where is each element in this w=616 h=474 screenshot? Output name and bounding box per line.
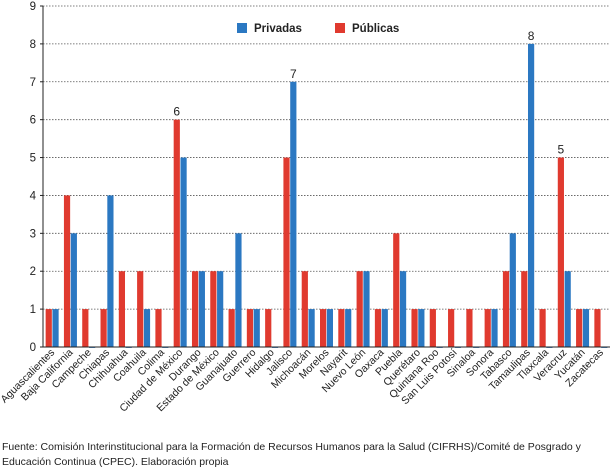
- y-tick-label: 1: [30, 304, 36, 316]
- data-label-tamaulipas: 8: [528, 29, 535, 43]
- bar-publicas-guanajuato: [228, 309, 235, 347]
- bar-publicas-veracruz: [557, 157, 564, 347]
- data-label-veracruz: 5: [558, 143, 565, 157]
- bar-privadas-puebla: [399, 271, 407, 347]
- bar-privadas-coahuila: [143, 309, 151, 347]
- bar-privadas-nuevo-leon: [363, 271, 370, 347]
- bar-publicas-zacatecas: [594, 309, 601, 347]
- bar-privadas-guerrero: [253, 309, 260, 347]
- bar-publicas-colima: [155, 309, 162, 347]
- bar-publicas-michoacan: [301, 271, 308, 347]
- bar-publicas-estado-de-mexico: [210, 271, 217, 347]
- bar-publicas-queretaro: [411, 309, 418, 347]
- annotations: 6 7 8 5: [173, 29, 564, 157]
- bar-publicas-guerrero: [246, 309, 254, 347]
- legend-swatch-privadas: [237, 23, 247, 33]
- gridlines: [43, 5, 610, 310]
- bar-publicas-aguascalientes: [45, 309, 52, 347]
- source-note: Fuente: Comisión Interinstitucional para…: [2, 441, 581, 468]
- bar-publicas-oaxaca: [374, 309, 382, 347]
- bar-publicas-tabasco: [502, 271, 510, 347]
- bar-privadas-nayarit: [345, 309, 352, 347]
- data-label-jalisco: 7: [290, 67, 297, 81]
- bar-privadas-guanajuato: [235, 233, 242, 347]
- legend-label-publicas: Públicas: [352, 23, 399, 35]
- bar-publicas-yucatan: [576, 309, 583, 347]
- bar-publicas-puebla: [393, 233, 400, 347]
- bars: [45, 43, 608, 348]
- bar-privadas-michoacan: [308, 309, 315, 347]
- bar-publicas-tlaxcala: [539, 309, 546, 347]
- y-tick-label: 6: [30, 115, 36, 127]
- bar-privadas-ciudad-de-mexico: [180, 157, 187, 347]
- bar-publicas-quintana-roo: [429, 309, 436, 347]
- bar-privadas-durango: [198, 271, 205, 347]
- bar-privadas-jalisco: [290, 81, 297, 348]
- bar-privadas-oaxaca: [381, 309, 388, 347]
- bar-privadas-veracruz: [564, 271, 571, 347]
- bar-publicas-tamaulipas: [521, 271, 528, 347]
- y-tick-label: 8: [30, 39, 36, 51]
- bar-privadas-queretaro: [418, 309, 425, 347]
- legend-label-privadas: Privadas: [254, 23, 302, 35]
- bar-privadas-yucatan: [582, 309, 590, 347]
- bar-privadas-aguascalientes: [52, 309, 59, 347]
- bar-privadas-tamaulipas: [527, 43, 535, 348]
- bar-publicas-sonora: [484, 309, 491, 347]
- bar-publicas-morelos: [320, 309, 327, 347]
- y-tick-label: 5: [30, 153, 36, 165]
- bar-publicas-ciudad-de-mexico: [173, 119, 180, 348]
- bar-privadas-chiapas: [107, 195, 114, 347]
- y-tick-label: 7: [30, 77, 36, 89]
- legend-swatch-publicas: [335, 23, 345, 33]
- bar-publicas-nayarit: [338, 309, 345, 347]
- bar-privadas-morelos: [326, 309, 333, 347]
- bar-publicas-baja-california: [63, 195, 71, 347]
- data-label-ciudad-de-mexico: 6: [173, 105, 180, 119]
- y-tick-label: 0: [30, 342, 36, 354]
- y-tick-label: 4: [30, 190, 37, 202]
- legend: Privadas Públicas: [237, 23, 399, 35]
- bar-publicas-san-luis-potosi: [448, 309, 455, 347]
- bar-privadas-sonora: [491, 309, 498, 347]
- bar-publicas-hidalgo: [265, 309, 272, 347]
- bar-publicas-coahuila: [137, 271, 144, 347]
- bar-publicas-nuevo-leon: [356, 271, 363, 347]
- bar-publicas-chiapas: [100, 309, 107, 347]
- bar-privadas-estado-de-mexico: [217, 271, 224, 347]
- y-tick-label: 2: [30, 266, 36, 278]
- axes: [42, 6, 610, 348]
- bar-privadas-baja-california: [70, 233, 77, 347]
- bar-publicas-sinaloa: [466, 309, 473, 347]
- y-tick-label: 3: [30, 228, 36, 240]
- bar-privadas-tabasco: [509, 233, 516, 347]
- bar-publicas-durango: [191, 271, 199, 347]
- bar-publicas-chihuahua: [118, 271, 126, 347]
- bar-publicas-jalisco: [283, 157, 290, 347]
- y-tick-label: 9: [30, 1, 36, 13]
- bar-publicas-campeche: [82, 309, 89, 347]
